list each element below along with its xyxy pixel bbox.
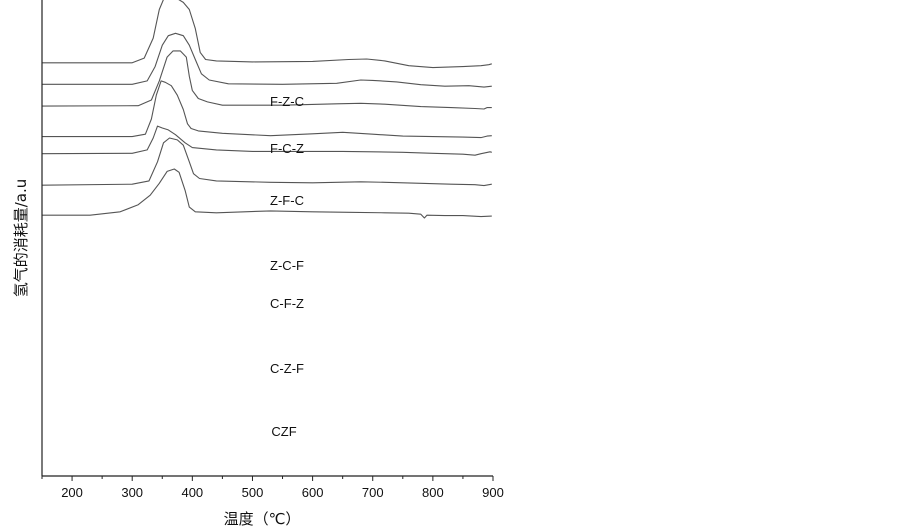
x-tick-label: 800 [422,485,444,500]
series-label-czf: CZF [271,424,296,439]
axis-layer [41,0,493,477]
series-line-c-z-f [41,137,492,187]
x-tick-label: 300 [121,485,143,500]
tick-layer: 200 300 400 500 600 700 800 900 [41,476,504,500]
x-axis-title: 温度（℃） [224,510,301,528]
series-label-z-c-f: Z-C-F [270,258,304,273]
series-label-f-c-z: F-C-Z [270,141,304,156]
series-line-z-f-c [41,50,492,110]
series-line-c-f-z [41,125,492,156]
series-label-c-z-f: C-Z-F [270,361,304,376]
x-tick-label: 400 [181,485,203,500]
x-tick-label: 600 [302,485,324,500]
series-label-f-z-c: F-Z-C [270,94,304,109]
series-line-f-c-z [42,32,492,88]
x-tick-label: 500 [242,485,264,500]
series-label-z-f-c: Z-F-C [270,193,304,208]
x-tick-label: 900 [482,485,504,500]
x-tick-label: 200 [61,485,83,500]
series-layer [41,0,492,219]
series-line-f-z-c [42,0,492,69]
series-label-layer: F-Z-C F-C-Z Z-F-C Z-C-F C-F-Z C-Z-F CZF [270,94,304,439]
series-label-c-f-z: C-F-Z [270,296,304,311]
x-tick-label: 700 [362,485,384,500]
series-line-czf [42,168,492,219]
series-line-z-c-f [42,80,492,139]
y-axis-title: 氢气的消耗量/a.u [12,179,30,298]
